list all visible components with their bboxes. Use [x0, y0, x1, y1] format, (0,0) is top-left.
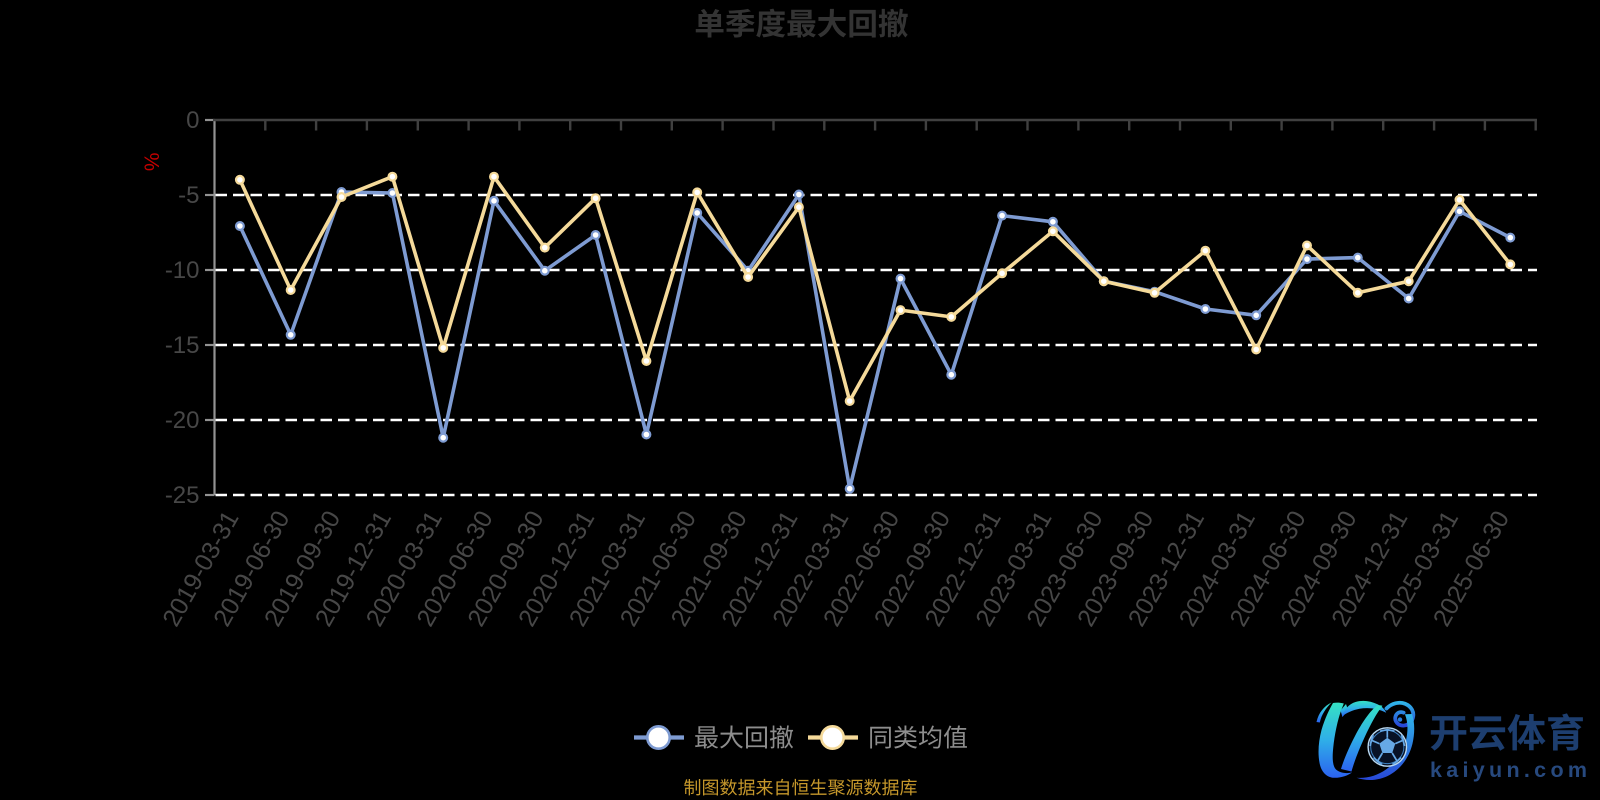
- svg-text:0: 0: [186, 107, 199, 134]
- svg-text:-25: -25: [165, 482, 200, 509]
- svg-text:%: %: [140, 152, 163, 171]
- svg-text:-20: -20: [165, 407, 200, 434]
- svg-text:kaiyun.com: kaiyun.com: [1430, 758, 1591, 782]
- svg-text:-10: -10: [165, 257, 200, 284]
- svg-text:-5: -5: [178, 182, 199, 209]
- svg-text:-15: -15: [165, 332, 200, 359]
